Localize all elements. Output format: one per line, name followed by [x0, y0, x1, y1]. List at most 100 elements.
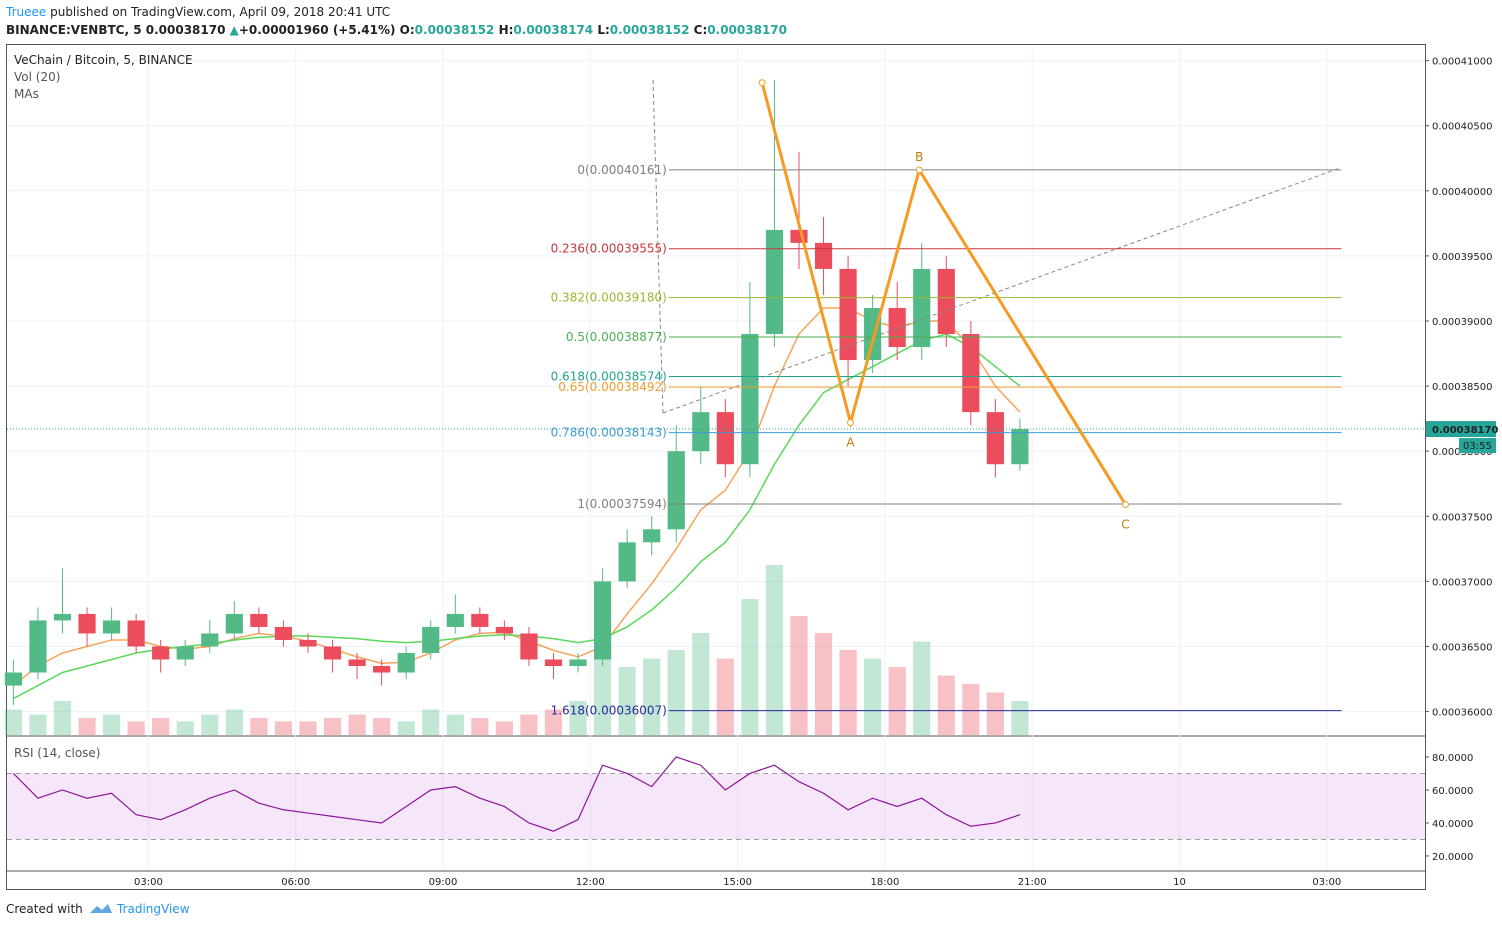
header-line: Trueee published on TradingView.com, Apr… — [5, 5, 390, 19]
x-tick-label: 09:00 — [429, 877, 458, 888]
rsi-tick-label: 40.0000 — [1432, 819, 1473, 830]
x-tick-label: 21:00 — [1018, 877, 1047, 888]
rsi-line — [12, 756, 1021, 832]
c: 0.00038170 — [707, 23, 787, 37]
volume-bar — [201, 714, 219, 735]
o: 0.00038152 — [415, 23, 495, 37]
candle-body — [422, 626, 440, 653]
y-tick-label: 0.00039500 — [1432, 252, 1492, 263]
volume-bar — [323, 718, 342, 735]
author[interactable]: Trueee — [5, 5, 46, 19]
candle-body — [741, 334, 759, 465]
y-tick-label: 0.00036000 — [1432, 708, 1492, 719]
x-tick-label: 15:00 — [723, 877, 752, 888]
tv-logo — [90, 904, 112, 913]
candle-body — [446, 613, 464, 627]
candle-body — [323, 646, 342, 660]
volume-bar — [593, 641, 612, 735]
rsi-band — [7, 773, 1425, 840]
volume-bar — [765, 565, 784, 735]
volume-bar — [446, 714, 464, 735]
x-tick-label: 12:00 — [576, 877, 605, 888]
fib-label: 0.65(0.00038492) — [558, 380, 667, 394]
legend-volume: Vol (20) — [14, 70, 60, 84]
fib-label: 0.5(0.00038877) — [566, 330, 667, 344]
rsi-tick-label: 20.0000 — [1432, 852, 1473, 863]
candle-body — [913, 268, 931, 348]
volume-bar — [741, 599, 759, 735]
rsi-tick-label: 60.0000 — [1432, 786, 1473, 797]
candle-body — [397, 652, 415, 673]
fib-label: 1(0.00037594) — [577, 497, 667, 511]
x-tick-label: 03:00 — [134, 877, 163, 888]
pattern-label: A — [846, 436, 855, 450]
candle-body — [274, 626, 293, 640]
l-label: L: — [597, 23, 609, 37]
pattern-point — [847, 419, 855, 427]
volume-bar — [520, 714, 538, 735]
candle-body — [814, 242, 833, 269]
footer-created: Created with — [6, 902, 83, 916]
footer-brand[interactable]: TradingView — [116, 902, 190, 916]
volume-bar — [127, 721, 145, 735]
x-tick-label: 10 — [1173, 877, 1186, 888]
y-tick-label: 0.00037500 — [1432, 512, 1492, 523]
fib-label: 0.236(0.00039555) — [551, 242, 667, 256]
c-label: C: — [694, 23, 708, 37]
volume-bar — [814, 633, 833, 735]
fib-label: 0(0.00040161) — [577, 163, 667, 177]
volume-bar — [667, 650, 685, 735]
y-tick-label: 0.00039000 — [1432, 317, 1492, 328]
y-tick-label: 0.00041000 — [1432, 57, 1492, 68]
legend-title: VeChain / Bitcoin, 5, BINANCE — [14, 53, 193, 67]
pattern-point — [915, 166, 923, 174]
candle-body — [250, 613, 268, 627]
candle-body — [373, 666, 391, 673]
candle-body — [225, 613, 243, 634]
pattern-point — [1121, 501, 1129, 509]
arrow: ▲ — [230, 23, 240, 37]
change: +0.00001960 (+5.41%) — [239, 23, 396, 37]
candle-body — [471, 613, 489, 627]
pattern-point — [758, 79, 766, 87]
volume-bar — [888, 667, 906, 735]
volume-bar — [348, 714, 366, 735]
x-tick-label: 18:00 — [870, 877, 899, 888]
volume-bar — [643, 658, 661, 735]
published: published on TradingView.com, April 09, … — [50, 5, 390, 19]
volume-bar — [544, 709, 563, 735]
last-price-tag — [1426, 421, 1496, 438]
volume-bar — [569, 701, 587, 735]
candle-body — [937, 268, 955, 335]
candle-body — [495, 626, 513, 634]
candle-body — [102, 620, 121, 634]
candle-body — [569, 659, 587, 666]
candle-body — [618, 542, 636, 582]
candle-body — [765, 229, 784, 335]
candle-body — [962, 334, 980, 413]
candle-body — [78, 613, 96, 634]
candle-body — [127, 620, 145, 647]
volume-bar — [102, 714, 121, 735]
volume-bar — [913, 641, 931, 735]
countdown: 03:55 — [1463, 441, 1492, 452]
candle-body — [643, 529, 661, 543]
volume-bar — [422, 709, 440, 735]
volume-bar — [618, 667, 636, 735]
y-tick-label: 0.00038500 — [1432, 382, 1492, 393]
y-tick-label: 0.00036500 — [1432, 642, 1492, 653]
pattern-label: C — [1121, 518, 1129, 532]
candle-body — [888, 307, 906, 348]
abc-pattern — [760, 82, 1127, 506]
volume-bar — [78, 718, 96, 735]
candle-body — [692, 412, 710, 452]
candle-body — [520, 633, 538, 660]
volume-bar — [176, 721, 194, 735]
y-tick-label: 0.00040500 — [1432, 122, 1492, 133]
y-tick-label: 0.00037000 — [1432, 577, 1492, 588]
fib-trend — [662, 167, 1341, 414]
volume-bar — [716, 658, 734, 735]
x-tick-label: 06:00 — [281, 877, 310, 888]
volume-bar — [839, 650, 857, 735]
frame — [6, 44, 1426, 890]
